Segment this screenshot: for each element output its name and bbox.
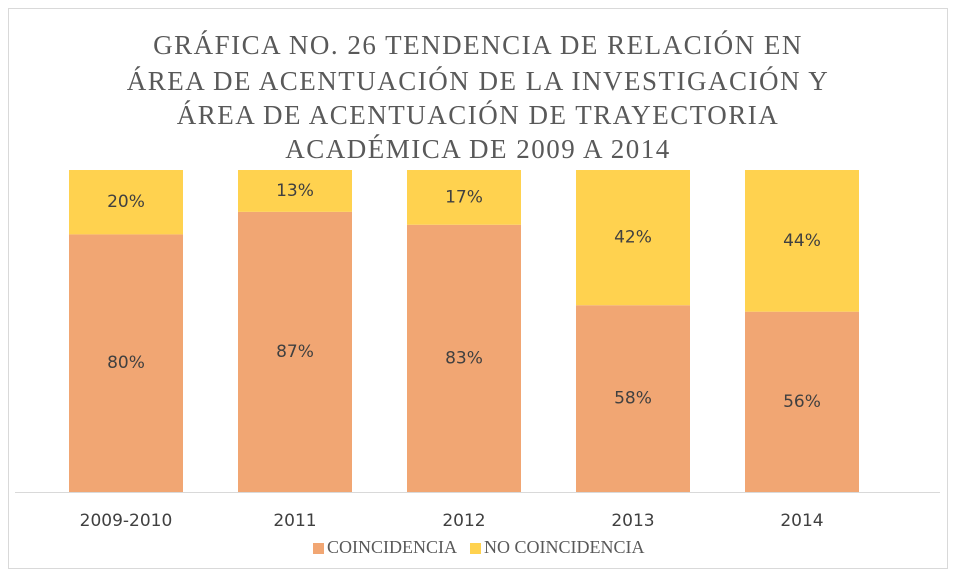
x-tick-label: 2014 — [780, 511, 823, 531]
data-label: 17% — [445, 187, 483, 207]
data-label: 44% — [783, 231, 821, 251]
legend-label: NO COINCIDENCIA — [484, 537, 645, 557]
chart-title: GRÁFICA NO. 26 TENDENCIA DE RELACIÓN EN — [153, 30, 803, 60]
data-label: 58% — [614, 389, 652, 409]
data-label: 56% — [783, 392, 821, 412]
bar-segment — [745, 170, 859, 312]
chart-title: ACADÉMICA DE 2009 A 2014 — [285, 134, 671, 164]
data-label: 80% — [107, 353, 145, 373]
legend-swatch — [470, 543, 481, 554]
bar-segment — [745, 311, 859, 492]
chart-title: ÁREA DE ACENTUACIÓN DE TRAYECTORIA — [177, 100, 780, 130]
bar-segment — [238, 170, 352, 212]
data-label: 20% — [107, 192, 145, 212]
chart-title: ÁREA DE ACENTUACIÓN DE LA INVESTIGACIÓN … — [127, 66, 829, 96]
legend-swatch — [313, 543, 324, 554]
bar-segment — [69, 170, 183, 235]
x-tick-label: 2009-2010 — [80, 511, 173, 531]
data-label: 42% — [614, 228, 652, 248]
legend-label: COINCIDENCIA — [327, 537, 457, 557]
bar-segment — [238, 211, 352, 493]
data-label: 83% — [445, 348, 483, 368]
x-tick-label: 2013 — [611, 511, 654, 531]
data-label: 13% — [276, 181, 314, 201]
bar-segment — [407, 170, 521, 225]
bar-segment — [576, 305, 690, 492]
x-tick-label: 2011 — [273, 511, 316, 531]
bar-segment — [407, 224, 521, 493]
bar-segment — [69, 234, 183, 492]
bar-segment — [576, 170, 690, 306]
x-tick-label: 2012 — [442, 511, 485, 531]
data-label: 87% — [276, 342, 314, 362]
